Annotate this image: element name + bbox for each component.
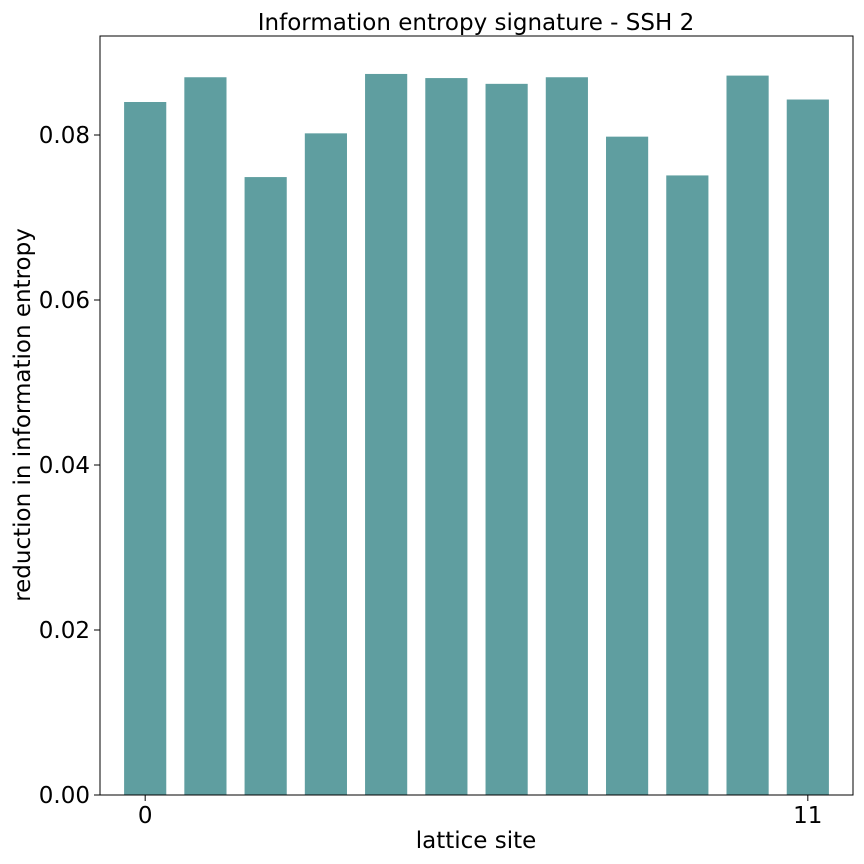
bar-site-6 xyxy=(485,83,528,796)
bar-site-5 xyxy=(425,78,468,795)
bars-group xyxy=(124,73,829,796)
y-tick-label: 0.08 xyxy=(39,123,90,149)
bar-site-10 xyxy=(726,75,769,796)
chart-title: Information entropy signature - SSH 2 xyxy=(258,10,694,36)
bar-site-11 xyxy=(786,99,829,795)
bar-site-0 xyxy=(124,102,167,795)
bar-site-7 xyxy=(545,77,588,795)
plot-frame xyxy=(99,35,854,796)
y-tick-label: 0.06 xyxy=(39,288,90,314)
bar-site-2 xyxy=(244,177,287,795)
y-axis: 0.00 0.02 0.04 0.06 0.08 xyxy=(39,123,100,809)
y-axis-label: reduction in information entropy xyxy=(10,228,36,602)
bar-site-8 xyxy=(606,136,649,795)
bar-site-4 xyxy=(365,73,408,795)
y-tick-label: 0.02 xyxy=(39,618,90,644)
x-axis: 0 11 xyxy=(138,795,822,829)
x-tick-label: 0 xyxy=(138,803,153,829)
y-tick-label: 0.00 xyxy=(39,783,90,809)
x-tick-label: 11 xyxy=(793,803,822,829)
bar-site-3 xyxy=(304,133,347,796)
bar-site-1 xyxy=(184,77,227,795)
y-tick-label: 0.04 xyxy=(39,453,90,479)
bar-site-9 xyxy=(666,175,709,796)
x-axis-label: lattice site xyxy=(416,828,537,854)
